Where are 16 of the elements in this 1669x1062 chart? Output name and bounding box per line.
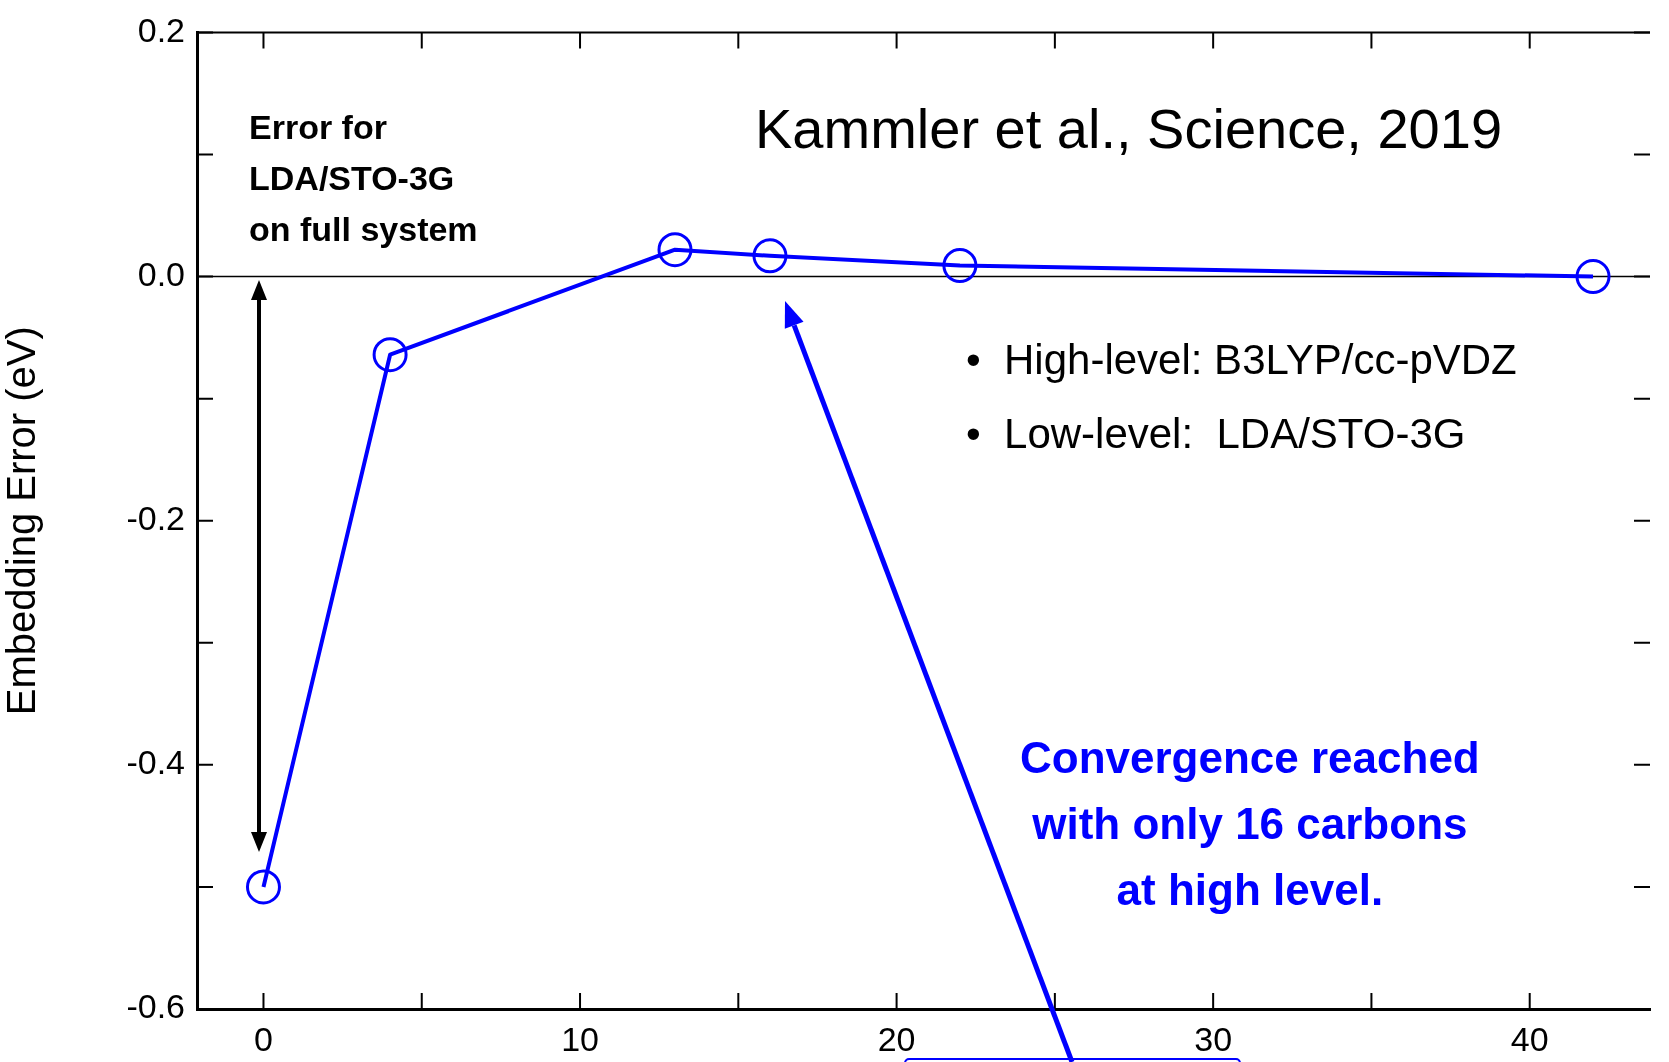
annotation: • Low-level: LDA/STO-3G [966,410,1466,458]
x-tick-label: 30 [1194,1019,1233,1058]
annotation: Convergence reached with only 16 carbons at high level. [1020,732,1480,916]
annotation: Error for LDA/STO-3G on full system [249,107,478,250]
y-tick-label: -0.2 [126,499,185,538]
x-tick-label: 40 [1510,1019,1549,1058]
annotation: • High-level: B3LYP/cc-pVDZ [966,336,1517,384]
x-tick-label: 10 [561,1019,599,1058]
annotation: Kammler et al., Science, 2019 [755,96,1503,161]
y-tick-label: 0.2 [137,10,185,49]
y-tick-label: -0.4 [126,743,185,782]
x-tick-label: 20 [877,1019,916,1058]
y-tick-label: -0.6 [126,987,185,1026]
x-tick-label: 0 [254,1019,273,1058]
y-axis-title: Embedding Error (eV) [0,326,44,716]
y-tick-label: 0.0 [137,254,185,293]
